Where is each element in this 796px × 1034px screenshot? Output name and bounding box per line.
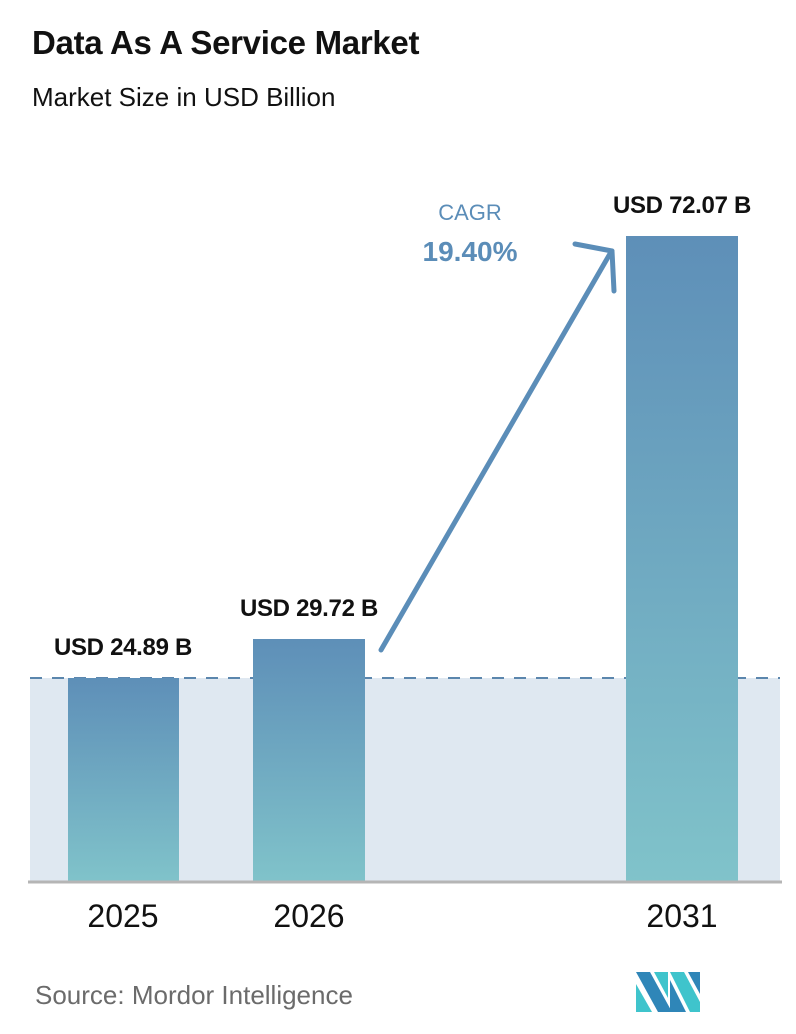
cagr-value: 19.40% (422, 236, 518, 267)
bar-2025 (68, 678, 179, 882)
x-axis-label-2031: 2031 (646, 898, 718, 934)
mordor-intelligence-logo-icon (636, 972, 700, 1012)
bar-value-label-2031: USD 72.07 B (612, 192, 752, 219)
chart-subtitle: Market Size in USD Billion (32, 82, 336, 112)
x-axis-label-2026: 2026 (273, 898, 345, 934)
source-text: Source: Mordor Intelligence (35, 980, 353, 1010)
bar-2031 (626, 236, 738, 882)
bar-2026 (253, 639, 365, 882)
bar-value-label-2025: USD 24.89 B (53, 634, 193, 661)
bar-value-label-2026: USD 29.72 B (239, 595, 379, 622)
chart-title: Data As A Service Market (32, 24, 420, 61)
cagr-arrow-icon (378, 241, 617, 653)
x-axis-label-2025: 2025 (87, 898, 159, 934)
cagr-label: CAGR (438, 200, 502, 225)
